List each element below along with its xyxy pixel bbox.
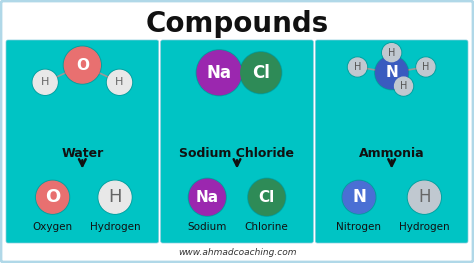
Circle shape: [36, 180, 70, 214]
Circle shape: [343, 181, 375, 213]
FancyBboxPatch shape: [6, 40, 159, 243]
Text: Hydrogen: Hydrogen: [90, 222, 140, 232]
Circle shape: [383, 44, 401, 62]
Text: H: H: [354, 62, 361, 72]
Circle shape: [33, 70, 57, 94]
Circle shape: [197, 51, 241, 95]
Text: H: H: [388, 48, 395, 58]
Circle shape: [249, 179, 285, 215]
Text: H: H: [108, 188, 122, 206]
Text: Ammonia: Ammonia: [359, 147, 425, 160]
Circle shape: [32, 69, 58, 95]
Text: N: N: [385, 65, 398, 80]
Circle shape: [409, 181, 440, 213]
Circle shape: [99, 181, 131, 213]
Text: Sodium Chloride: Sodium Chloride: [180, 147, 294, 160]
Circle shape: [376, 57, 408, 89]
Text: O: O: [76, 58, 89, 73]
FancyBboxPatch shape: [315, 40, 468, 243]
Text: Cl: Cl: [259, 190, 275, 205]
Text: H: H: [422, 62, 429, 72]
Text: H: H: [418, 188, 430, 206]
Circle shape: [64, 46, 101, 84]
FancyBboxPatch shape: [161, 40, 313, 243]
Text: N: N: [352, 188, 366, 206]
Text: H: H: [41, 77, 49, 87]
Circle shape: [64, 47, 100, 83]
Circle shape: [36, 181, 69, 213]
Text: www.ahmadcoaching.com: www.ahmadcoaching.com: [178, 248, 296, 257]
Circle shape: [241, 53, 281, 93]
Text: Chlorine: Chlorine: [245, 222, 289, 232]
Text: Nitrogen: Nitrogen: [337, 222, 382, 232]
Circle shape: [240, 52, 282, 94]
Text: Compounds: Compounds: [146, 10, 328, 38]
Circle shape: [416, 57, 436, 77]
Text: H: H: [115, 77, 124, 87]
Circle shape: [382, 43, 401, 63]
Circle shape: [196, 50, 242, 96]
Text: Oxygen: Oxygen: [33, 222, 73, 232]
Circle shape: [189, 179, 225, 215]
Text: Hydrogen: Hydrogen: [399, 222, 450, 232]
Circle shape: [342, 180, 376, 214]
Text: O: O: [45, 188, 60, 206]
Circle shape: [107, 69, 133, 95]
Circle shape: [248, 178, 286, 216]
Circle shape: [98, 180, 132, 214]
Circle shape: [347, 57, 367, 77]
Circle shape: [393, 76, 413, 96]
Circle shape: [374, 56, 409, 90]
Circle shape: [417, 58, 435, 76]
Text: H: H: [400, 81, 407, 91]
Text: Cl: Cl: [252, 64, 270, 82]
Circle shape: [348, 58, 366, 76]
Text: Na: Na: [196, 190, 219, 205]
Circle shape: [407, 180, 441, 214]
Text: Water: Water: [61, 147, 103, 160]
Text: Sodium: Sodium: [188, 222, 227, 232]
Circle shape: [394, 77, 412, 95]
Circle shape: [188, 178, 226, 216]
Text: Na: Na: [207, 64, 232, 82]
Circle shape: [108, 70, 131, 94]
